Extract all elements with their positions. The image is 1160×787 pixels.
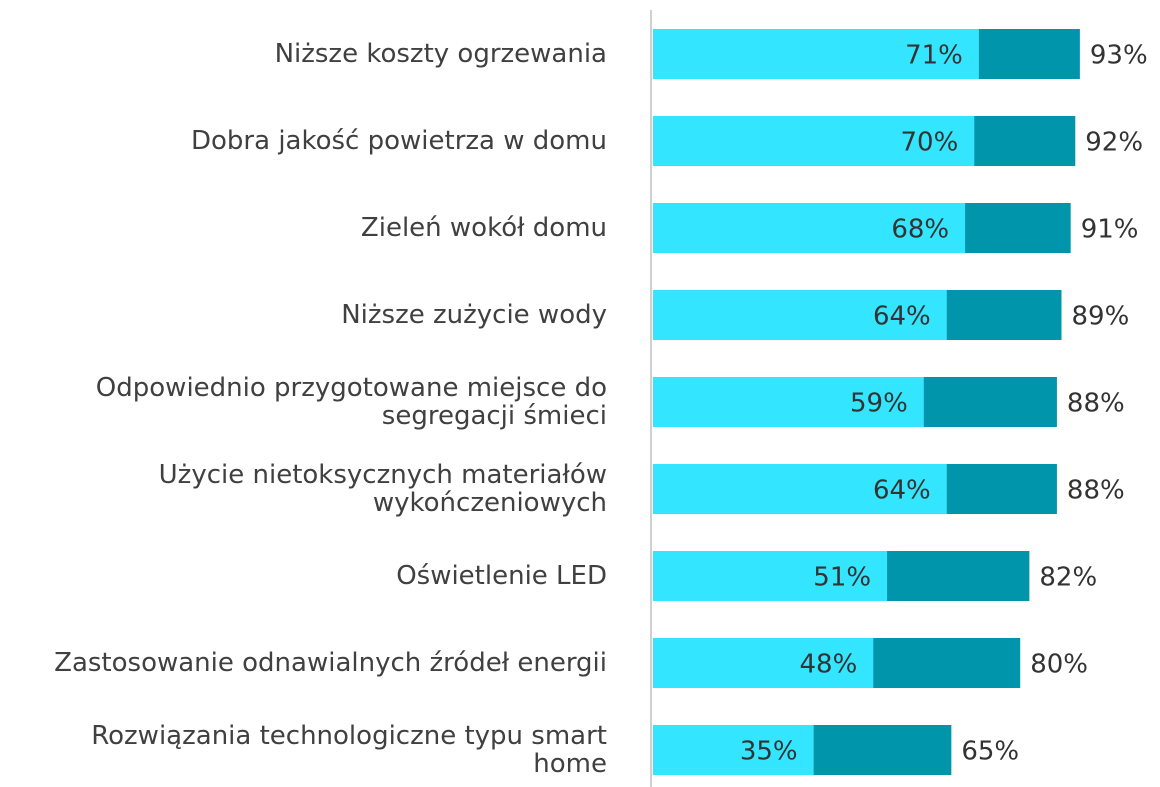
bar <box>653 551 888 601</box>
total-label: 80% <box>1030 650 1088 680</box>
bar <box>653 464 947 514</box>
total-label: 65% <box>961 737 1019 767</box>
category-label: Dobra jakość powietrza w domu <box>191 126 607 156</box>
bar <box>653 638 874 688</box>
total-label: 91% <box>1081 215 1139 245</box>
total-label: 82% <box>1039 563 1097 593</box>
category-label: Zieleń wokół domu <box>360 213 607 243</box>
category-label: Rozwiązania technologiczne typu smart ho… <box>91 721 607 779</box>
total-label: 89% <box>1072 302 1130 332</box>
bar <box>653 290 947 340</box>
bar <box>653 725 814 775</box>
bar <box>653 116 975 166</box>
category-label: Niższe zużycie wody <box>341 300 607 330</box>
category-label: Oświetlenie LED <box>396 561 607 591</box>
value-label: 71% <box>905 41 963 71</box>
total-label: 93% <box>1090 41 1148 71</box>
bar <box>653 377 924 427</box>
bar <box>653 203 966 253</box>
bar <box>653 29 979 79</box>
value-label: 64% <box>873 302 931 332</box>
value-label: 35% <box>740 737 798 767</box>
total-label: 88% <box>1067 389 1125 419</box>
category-label: Odpowiednio przygotowane miejsce do segr… <box>95 373 607 431</box>
value-label: 48% <box>800 650 858 680</box>
category-label: Użycie nietoksycznych materiałów wykończ… <box>158 460 607 518</box>
value-label: 68% <box>891 215 949 245</box>
value-label: 64% <box>873 476 931 506</box>
total-label: 88% <box>1067 476 1125 506</box>
category-label: Zastosowanie odnawialnych źródeł energii <box>54 648 607 678</box>
value-label: 59% <box>850 389 908 419</box>
value-label: 51% <box>813 563 871 593</box>
category-label: Niższe koszty ogrzewania <box>274 39 607 69</box>
value-label: 70% <box>901 128 959 158</box>
total-label: 92% <box>1085 128 1143 158</box>
